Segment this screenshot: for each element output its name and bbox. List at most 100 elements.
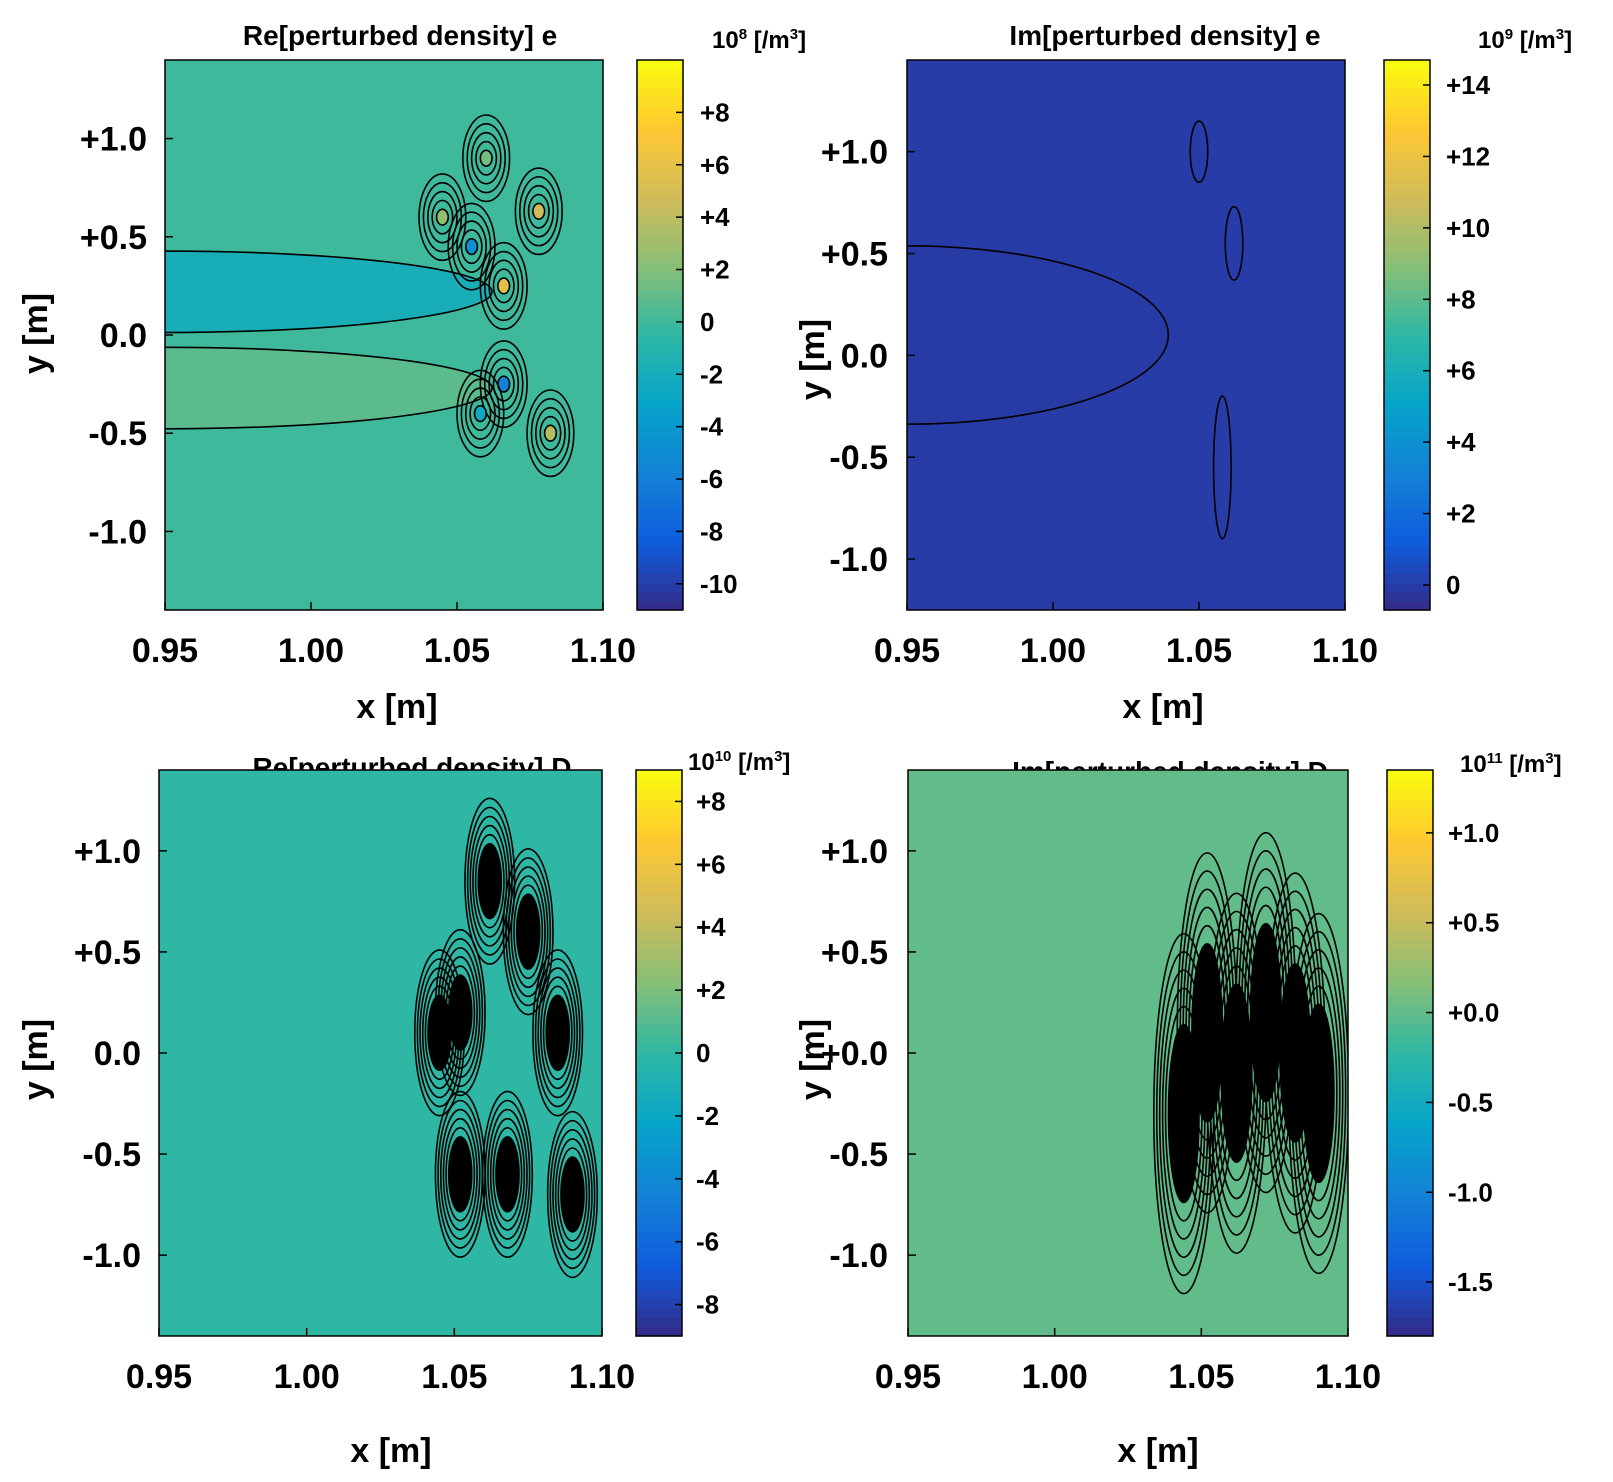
contour-line <box>421 976 458 1090</box>
colorbar-segment <box>636 1203 682 1214</box>
colorbar-unit-exponent: 9 <box>1504 26 1514 43</box>
contour-line <box>534 958 581 1108</box>
colorbar-segment <box>1384 564 1430 574</box>
colorbar-frame <box>1383 59 1431 611</box>
colorbar-segment <box>1384 133 1430 144</box>
colorbar-segment <box>1384 445 1430 455</box>
colorbar-tick-label: -10 <box>700 569 738 599</box>
heatmap-contours <box>1153 831 1348 1295</box>
contour-line <box>510 875 546 989</box>
contour-line <box>1287 912 1348 1275</box>
contour-line <box>543 424 558 442</box>
colorbar-segment <box>1387 1015 1433 1026</box>
colorbar-segment <box>636 986 682 997</box>
contour-line <box>413 949 466 1117</box>
colorbar-segment <box>1387 958 1433 969</box>
colorbar-segment <box>1387 1307 1433 1318</box>
colorbar-tick-label: -6 <box>700 464 723 494</box>
colorbar-segment <box>1384 335 1430 345</box>
colorbar-segment <box>636 779 682 790</box>
colorbar-segment <box>637 335 683 345</box>
colorbar-unit-close: ] <box>1553 751 1562 778</box>
colorbar-segment <box>637 142 683 153</box>
chart-title: Re[perturbed density] e <box>242 20 558 51</box>
colorbar-segment <box>636 1279 682 1290</box>
contour-line <box>445 1126 476 1222</box>
contour-line <box>537 967 578 1099</box>
contour-line <box>1296 967 1341 1220</box>
contour-line <box>416 958 463 1108</box>
colorbar-segment <box>637 160 683 171</box>
colorbar-segment <box>637 362 683 373</box>
colorbar-unit-text-exponent: 3 <box>1545 750 1554 767</box>
colorbar-segment <box>637 573 683 584</box>
contour-line <box>466 123 506 194</box>
y-tick-label: +0.5 <box>80 219 147 257</box>
contour-line <box>462 114 511 203</box>
contour-line <box>507 866 549 998</box>
colorbar-segment <box>637 463 683 474</box>
x-tick-label: 1.00 <box>278 632 344 670</box>
colorbar-unit-label: 108 [/m3] <box>712 26 806 55</box>
colorbar-segment <box>1384 536 1430 547</box>
colorbar-frame <box>636 59 684 611</box>
colorbar-segment <box>637 252 683 263</box>
colorbar-segment <box>636 1128 682 1139</box>
y-tick-label: -1.0 <box>88 513 147 551</box>
contour-line <box>483 250 524 322</box>
colorbar-segment <box>636 1241 682 1252</box>
colorbar-segment <box>1387 1109 1433 1120</box>
colorbar-segment <box>636 1175 682 1186</box>
colorbar-segment <box>636 1119 682 1130</box>
colorbar-segment <box>1387 770 1433 781</box>
colorbar-segment <box>1387 883 1433 894</box>
colorbar-segment <box>637 188 683 199</box>
colorbar-segment <box>637 564 683 574</box>
colorbar-segment <box>1387 930 1433 941</box>
colorbar-tick-label: +1.0 <box>1448 818 1499 848</box>
colorbar-segment <box>1387 1147 1433 1158</box>
colorbar-segment <box>636 1109 682 1120</box>
colorbar-segment <box>636 1251 682 1262</box>
colorbar-segment <box>636 845 682 856</box>
colorbar-unit-base: 10 <box>1460 751 1487 778</box>
colorbar-unit-base: 10 <box>712 27 739 54</box>
colorbar-unit-text-exponent: 3 <box>789 26 799 43</box>
colorbar-segment <box>636 1024 682 1035</box>
colorbar-segment <box>1387 902 1433 913</box>
colorbar-segment <box>637 435 683 446</box>
colorbar-segment <box>1387 864 1433 875</box>
colorbar-segment <box>637 481 683 492</box>
colorbar-unit-text-exponent: 3 <box>1555 26 1565 43</box>
colorbar-segment <box>1387 986 1433 997</box>
colorbar-segment <box>637 536 683 547</box>
contour-line <box>427 994 452 1071</box>
colorbar-segment <box>1387 1251 1433 1262</box>
colorbar-segment <box>636 996 682 1007</box>
contour-line <box>542 985 573 1081</box>
colorbar-segment <box>1384 500 1430 510</box>
colorbar-segment <box>1387 977 1433 988</box>
colorbar-unit-base: 10 <box>1478 27 1505 54</box>
x-tick-label: 1.05 <box>1166 632 1232 670</box>
colorbar-segment <box>1387 1203 1433 1214</box>
colorbar-segment <box>637 509 683 519</box>
colorbar-segment <box>1387 1034 1433 1045</box>
colorbar-segment <box>637 60 683 70</box>
colorbar-segment <box>1387 1194 1433 1205</box>
colorbar-segment <box>1384 142 1430 153</box>
colorbar-segment <box>636 1005 682 1016</box>
colorbar-segment <box>637 151 683 162</box>
colorbar-segment <box>1384 261 1430 272</box>
contour-line <box>419 967 460 1099</box>
colorbar-segment <box>637 555 683 565</box>
colorbar-unit-close: ] <box>782 749 791 776</box>
colorbar-segment <box>1387 1081 1433 1092</box>
colorbar-segment <box>637 105 683 116</box>
colorbar-segment <box>636 788 682 799</box>
colorbar-segment <box>637 490 683 501</box>
contour-line <box>540 976 576 1090</box>
colorbar-segment <box>1384 151 1430 162</box>
colorbar-segment <box>637 527 683 538</box>
contour-line <box>426 190 458 244</box>
